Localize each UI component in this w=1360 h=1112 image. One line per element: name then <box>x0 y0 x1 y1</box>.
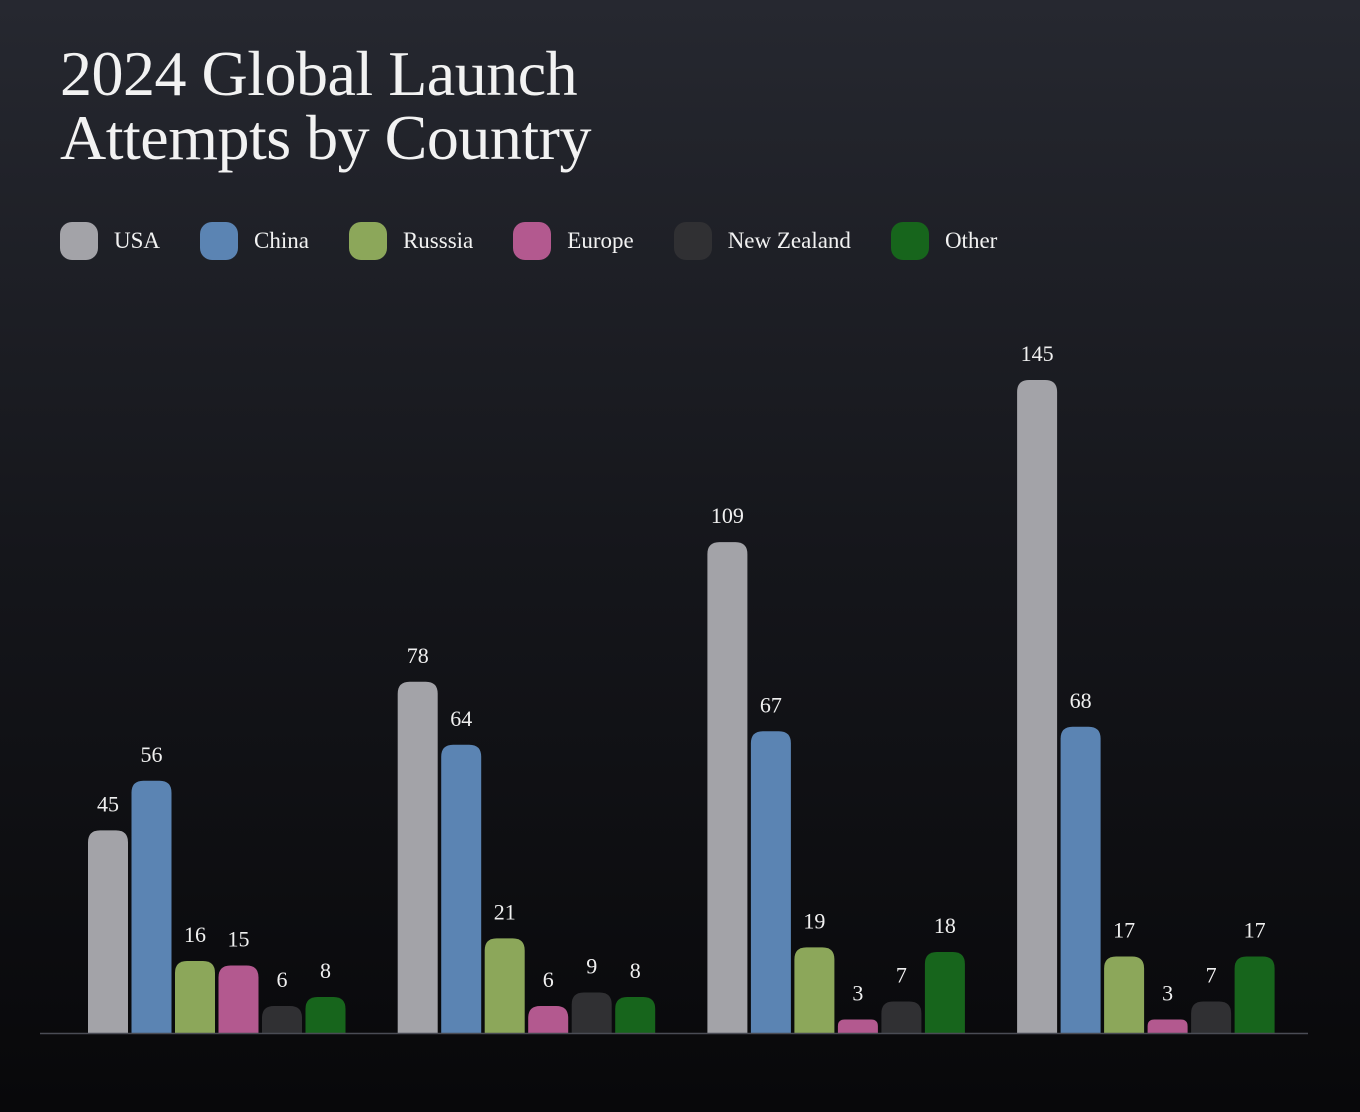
bar <box>707 542 748 1033</box>
bar <box>88 830 128 1033</box>
value-label: 15 <box>228 926 250 951</box>
legend-label: Europe <box>567 228 634 253</box>
value-label: 19 <box>803 908 825 933</box>
legend-item: Russsia <box>348 222 474 260</box>
bar <box>1191 1001 1232 1033</box>
value-label: 145 <box>1021 341 1054 366</box>
legend-item: Other <box>890 222 998 260</box>
legend-item: New Zealand <box>673 222 851 260</box>
legend-item: Europe <box>513 222 634 260</box>
bar <box>1060 726 1101 1033</box>
bar <box>528 1005 569 1033</box>
bar <box>175 960 215 1033</box>
bar <box>1234 956 1275 1033</box>
legend-swatch <box>673 222 712 260</box>
legend-swatch <box>513 222 552 260</box>
value-label: 17 <box>1244 917 1266 942</box>
value-label: 21 <box>494 899 516 924</box>
value-label: 7 <box>1206 963 1217 988</box>
chart-title: 2024 Global Launch Attempts by Country <box>60 38 591 173</box>
legend-item: USA <box>60 222 160 260</box>
value-label: 6 <box>543 967 554 992</box>
bar <box>262 1005 302 1033</box>
bar <box>615 996 656 1033</box>
value-label: 6 <box>277 967 288 992</box>
legend-item: China <box>200 222 309 260</box>
legend-label: Other <box>944 228 998 253</box>
value-label: 8 <box>630 958 641 983</box>
value-label: 67 <box>760 692 782 717</box>
legend-label: New Zealand <box>727 228 851 253</box>
bar <box>305 996 346 1033</box>
value-label: 7 <box>896 963 907 988</box>
value-label: 78 <box>407 643 429 668</box>
bar <box>837 1019 878 1033</box>
bar <box>1104 956 1145 1033</box>
legend-swatch <box>348 222 387 260</box>
bar <box>750 731 791 1033</box>
legend-label: China <box>254 228 309 253</box>
value-label: 3 <box>1162 981 1173 1006</box>
bar <box>881 1001 922 1033</box>
legend-swatch <box>60 222 98 260</box>
value-label: 45 <box>97 791 119 816</box>
value-label: 8 <box>320 958 331 983</box>
bar <box>397 681 438 1033</box>
legend: USA China Russsia Europe New Zealand Other <box>60 222 1037 260</box>
value-label: 3 <box>852 981 863 1006</box>
bar <box>924 951 965 1033</box>
value-label: 56 <box>141 742 163 767</box>
legend-swatch <box>200 222 239 260</box>
value-label: 18 <box>934 913 956 938</box>
bar <box>1017 380 1058 1033</box>
bar <box>571 992 612 1033</box>
value-label: 64 <box>450 706 472 731</box>
legend-label: Russsia <box>402 228 474 253</box>
bar <box>484 938 525 1033</box>
bar <box>1147 1019 1188 1033</box>
value-label: 16 <box>184 922 206 947</box>
value-label: 17 <box>1113 917 1135 942</box>
value-label: 109 <box>711 503 744 528</box>
legend-label: USA <box>114 228 161 253</box>
bar <box>218 965 259 1033</box>
bar <box>131 780 172 1033</box>
value-label: 9 <box>586 954 597 979</box>
bar <box>441 744 482 1033</box>
legend-swatch <box>890 222 929 260</box>
value-label: 68 <box>1070 688 1092 713</box>
bar <box>794 947 835 1033</box>
